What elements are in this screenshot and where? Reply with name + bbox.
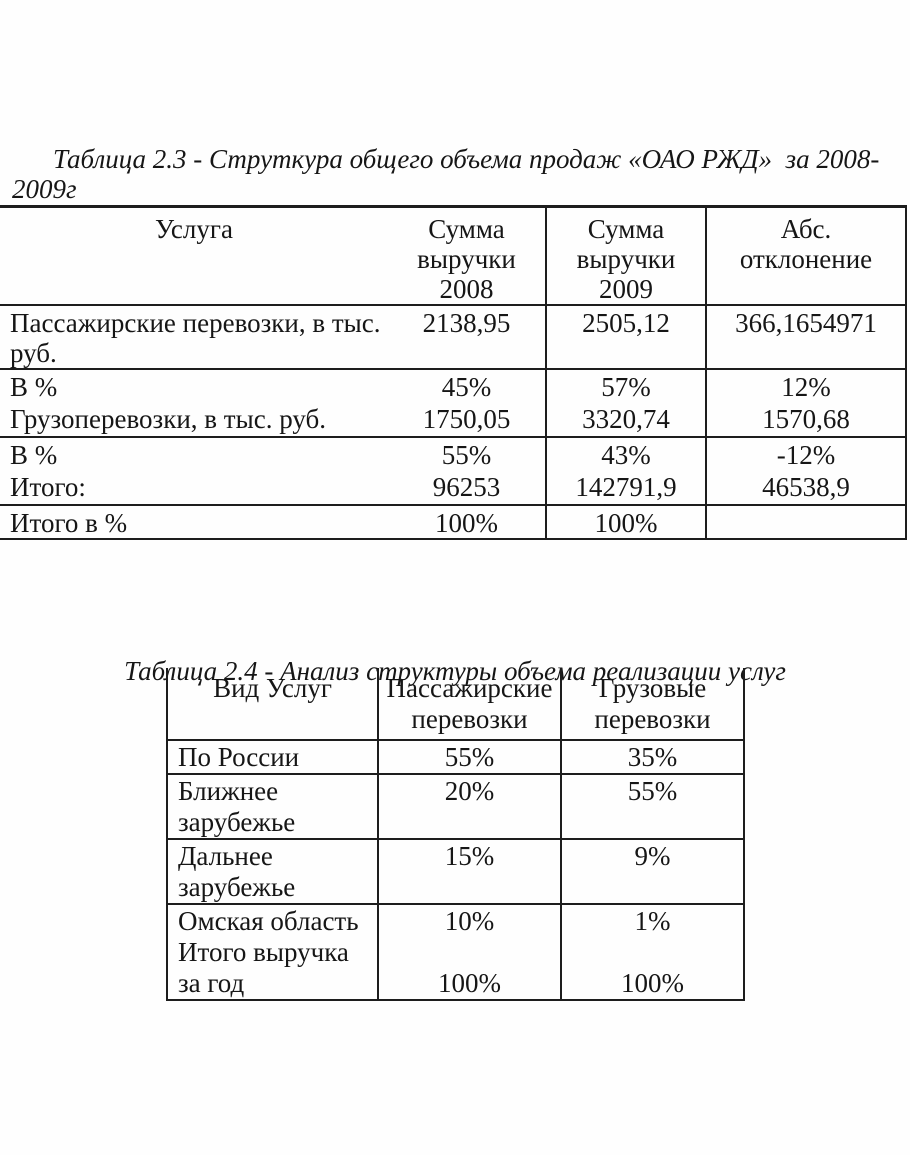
table-row-russia: По России 55% 35%	[167, 740, 744, 774]
column-header-cargo-transport: Грузовые перевозки	[560, 668, 744, 740]
table-cell: 10% 100%	[377, 904, 561, 1000]
table-row-omsk-total: Омская область Итого выручка за год 10% …	[167, 904, 744, 1000]
row-label: Омская область Итого выручка за год	[178, 906, 359, 998]
table-row-near-abroad: Ближнее зарубежье 20% 55%	[167, 774, 744, 839]
table-row-passenger-percent: В % 45% 57% 12%	[0, 369, 906, 402]
table-row-passenger: Пассажирские перевозки, в тыс. руб. 2138…	[0, 305, 906, 369]
table-cell: 12%	[705, 369, 906, 402]
table-cell: 100%	[435, 508, 498, 538]
table-cell: 55%	[560, 774, 744, 839]
services-structure-table: Вид Услуг Пассажирские перевозки Грузовы…	[166, 668, 745, 1001]
table-cell: 43%	[545, 437, 706, 470]
row-label: Дальнее зарубежье	[178, 841, 296, 902]
column-header-abs-deviation: Абс. отклонение	[705, 206, 906, 305]
table-cell	[705, 505, 906, 539]
row-label: Итого:	[10, 472, 86, 502]
table-cell: -12%	[705, 437, 906, 470]
table-row-far-abroad: Дальнее зарубежье 15% 9%	[167, 839, 744, 904]
column-header-service-type: Вид Услуг	[213, 673, 332, 703]
row-label: Грузоперевозки, в тыс. руб.	[10, 404, 326, 434]
table-cell: 100%	[545, 505, 706, 539]
table-row-cargo-percent: В % 55% 43% -12%	[0, 437, 906, 470]
row-label: Итого в %	[10, 508, 128, 538]
table-cell: 1% 100%	[560, 904, 744, 1000]
table-cell: 366,1654971	[705, 305, 906, 369]
table-cell: 2138,95	[422, 308, 511, 338]
table-cell: 55%	[377, 740, 561, 774]
table-row-total: Итого: 96253 142791,9 46538,9	[0, 470, 906, 505]
column-header-passenger-transport: Пассажирские перевозки	[377, 668, 561, 740]
table-cell: 55%	[441, 440, 492, 470]
table-cell: 35%	[560, 740, 744, 774]
table-2-3-caption: Таблица 2.3 - Струткура общего объема пр…	[12, 144, 880, 204]
table-cell: 142791,9	[545, 470, 706, 505]
table-cell: 3320,74	[545, 402, 706, 437]
table-cell: 1570,68	[705, 402, 906, 437]
table2-header-row: Вид Услуг Пассажирские перевозки Грузовы…	[167, 668, 744, 740]
row-label: В %	[10, 440, 58, 470]
column-header-service: Услуга	[155, 214, 233, 244]
table-cell: 46538,9	[705, 470, 906, 505]
table-cell: 15%	[377, 839, 561, 904]
column-header-revenue-2008: Сумма выручки 2008	[417, 214, 516, 304]
table-cell: 2505,12	[545, 305, 706, 369]
row-label: Ближнее зарубежье	[178, 776, 296, 837]
table-cell: 9%	[560, 839, 744, 904]
table-cell: 1750,05	[422, 404, 511, 434]
row-label: В %	[10, 372, 58, 402]
column-header-revenue-2009: Сумма выручки 2009	[545, 206, 706, 305]
table-cell: 20%	[377, 774, 561, 839]
table-row-total-percent: Итого в % 100% 100%	[0, 505, 906, 539]
table-cell: 96253	[432, 472, 501, 502]
row-label: По России	[178, 742, 300, 772]
table-cell: 45%	[441, 372, 492, 402]
table1-header-row: Услуга Сумма выручки 2008 Сумма выручки …	[0, 206, 906, 305]
table-row-cargo: Грузоперевозки, в тыс. руб. 1750,05 3320…	[0, 402, 906, 437]
sales-structure-table: Услуга Сумма выручки 2008 Сумма выручки …	[0, 205, 907, 540]
row-label: Пассажирские перевозки, в тыс. руб.	[10, 308, 381, 368]
table-cell: 57%	[545, 369, 706, 402]
